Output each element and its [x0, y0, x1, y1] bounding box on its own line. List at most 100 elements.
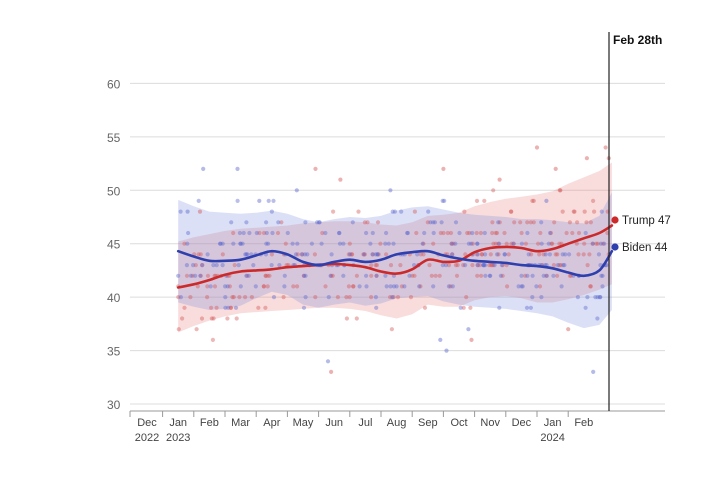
poll-dot-trump [537, 252, 542, 257]
poll-dot-trump [551, 263, 557, 268]
poll-dot-biden [432, 220, 438, 225]
poll-dots [176, 145, 611, 374]
poll-dot-trump [205, 284, 210, 289]
poll-dot-trump [549, 241, 554, 246]
poll-dot-trump [496, 241, 501, 246]
poll-dot-trump [474, 230, 479, 236]
poll-dot-trump [344, 316, 349, 321]
poll-dot-trump [220, 252, 225, 257]
poll-dot-biden [341, 273, 346, 278]
poll-dot-biden [253, 284, 258, 289]
poll-dot-trump [470, 241, 475, 246]
poll-dot-trump [474, 198, 480, 203]
poll-dot-trump [369, 273, 374, 278]
marker-label: Feb 28th [613, 33, 662, 47]
poll-dot-trump [548, 230, 554, 236]
poll-dot-trump [351, 284, 356, 289]
poll-dot-biden [391, 284, 397, 289]
poll-dot-trump [555, 273, 560, 278]
poll-dot-trump [184, 273, 190, 278]
poll-dot-biden [303, 220, 308, 225]
poll-dot-biden [235, 166, 240, 171]
poll-dot-biden [426, 209, 431, 214]
poll-dot-trump [350, 252, 355, 257]
poll-dot-biden [238, 284, 243, 289]
poll-dot-biden [301, 305, 307, 310]
poll-dot-trump [354, 316, 359, 321]
poll-dot-biden [384, 284, 389, 289]
poll-dot-trump [585, 263, 590, 268]
poll-dot-trump [571, 209, 576, 214]
poll-dot-trump [538, 230, 543, 236]
poll-dot-trump [576, 230, 582, 236]
poll-dot-biden [270, 230, 275, 236]
poll-dot-biden [233, 305, 239, 310]
poll-dot-biden [487, 273, 492, 278]
poll-dot-trump [530, 198, 535, 203]
poll-dot-biden [497, 241, 502, 246]
poll-dot-biden [444, 348, 449, 353]
poll-dot-trump [446, 263, 452, 268]
poll-dot-trump [361, 252, 366, 257]
poll-dot-biden [405, 230, 410, 236]
poll-dot-biden [483, 273, 488, 278]
poll-dot-trump [560, 209, 565, 214]
poll-dot-trump [265, 273, 270, 278]
poll-dot-trump [313, 166, 318, 171]
poll-dot-biden [596, 252, 602, 257]
poll-dot-trump [356, 209, 361, 214]
poll-dot-trump [427, 263, 432, 268]
poll-dot-biden [244, 273, 249, 278]
poll-dot-biden [469, 241, 474, 246]
poll-dot-biden [463, 263, 468, 268]
poll-dot-trump [601, 241, 606, 246]
poll-dot-trump [592, 209, 597, 214]
poll-dot-biden [567, 252, 572, 257]
poll-dot-trump [425, 220, 430, 225]
poll-dot-trump [567, 220, 573, 225]
poll-dot-trump [525, 220, 530, 225]
poll-dot-trump [261, 284, 266, 289]
x-year-label: 2024 [540, 432, 564, 444]
poll-dot-trump [249, 295, 254, 300]
poll-dot-biden [599, 273, 604, 278]
poll-dot-trump [384, 252, 389, 257]
poll-dot-trump [230, 295, 235, 300]
poll-dot-biden [519, 273, 524, 278]
y-tick-label: 35 [107, 345, 121, 359]
poll-dot-trump [557, 263, 562, 268]
poll-dot-trump [480, 252, 485, 257]
poll-dot-biden [519, 241, 525, 246]
poll-dot-biden [237, 230, 242, 236]
grid-lines [130, 82, 665, 405]
poll-dot-biden [530, 273, 535, 278]
poll-dot-biden [458, 305, 463, 310]
poll-dot-trump [412, 209, 417, 214]
poll-dot-trump [576, 252, 581, 257]
poll-dot-trump [261, 284, 266, 289]
poll-dot-trump [263, 305, 268, 310]
poll-dot-biden [543, 252, 548, 257]
poll-dot-trump [388, 295, 393, 300]
poll-dot-biden [254, 230, 259, 236]
poll-dot-trump [582, 241, 587, 246]
poll-dot-biden [450, 252, 455, 257]
poll-dot-biden [583, 230, 588, 236]
poll-dot-trump [488, 252, 493, 257]
poll-dot-biden [602, 241, 607, 246]
poll-dot-trump [491, 241, 496, 246]
poll-dot-trump [603, 145, 608, 150]
poll-dot-trump [421, 252, 426, 257]
poll-dot-trump [354, 273, 359, 278]
poll-dot-biden [240, 241, 245, 246]
poll-dot-biden [422, 230, 427, 236]
poll-dot-biden [178, 209, 183, 214]
poll-dot-trump [410, 273, 415, 278]
poll-dot-biden [316, 220, 322, 225]
poll-dot-biden [449, 241, 454, 246]
poll-dot-trump [506, 252, 511, 257]
poll-dot-biden [235, 198, 240, 203]
poll-dot-trump [544, 273, 549, 278]
poll-dot-biden [223, 295, 228, 300]
poll-dot-trump [445, 230, 450, 236]
